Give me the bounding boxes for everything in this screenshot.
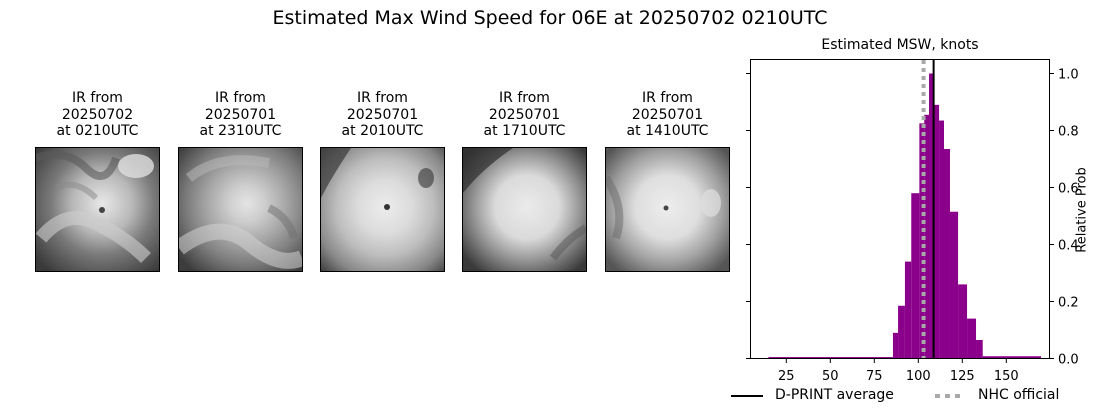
y-tick-label: 0.8 bbox=[1058, 125, 1079, 140]
thumbnail-caption: IR from 20250701 at 1710UTC bbox=[432, 90, 617, 140]
histogram-bar bbox=[982, 356, 1041, 359]
caption-line: IR from bbox=[215, 90, 266, 106]
caption-time: at 2010UTC bbox=[341, 123, 424, 139]
axes-frame bbox=[750, 59, 1050, 359]
chart-title: Estimated MSW, knots bbox=[821, 37, 979, 53]
caption-time: at 1410UTC bbox=[626, 123, 709, 139]
histogram-bar bbox=[929, 73, 934, 359]
histogram-bar bbox=[919, 123, 925, 359]
thumbnail-caption: IR from 20250701 at 2010UTC bbox=[290, 90, 475, 140]
satellite-ir-image-icon bbox=[178, 147, 303, 272]
thumbnail-caption: IR from 20250702 at 0210UTC bbox=[5, 90, 190, 140]
histogram-bar bbox=[939, 120, 944, 359]
legend-nhc-label: NHC official bbox=[978, 387, 1060, 403]
x-tick-label: 75 bbox=[866, 369, 883, 384]
x-tick-label: 150 bbox=[994, 369, 1019, 384]
histogram-bar bbox=[943, 149, 950, 359]
x-tick-label: 50 bbox=[822, 369, 839, 384]
histogram-bar bbox=[976, 339, 983, 359]
histogram-bar bbox=[904, 261, 912, 359]
caption-date: 20250701 bbox=[488, 106, 561, 123]
legend-dprint-label: D-PRINT average bbox=[775, 387, 894, 403]
satellite-ir-image-icon bbox=[462, 147, 587, 272]
caption-time: at 2310UTC bbox=[199, 123, 282, 139]
x-tick-label: 100 bbox=[906, 369, 931, 384]
histogram-bar bbox=[924, 114, 930, 359]
thumbnail-caption: IR from 20250701 at 1410UTC bbox=[575, 90, 760, 140]
histogram-bar bbox=[768, 357, 893, 359]
caption-time: at 0210UTC bbox=[56, 123, 139, 139]
caption-line: IR from bbox=[499, 90, 550, 106]
histogram-bar bbox=[911, 193, 920, 359]
y-tick-label: 0.2 bbox=[1058, 296, 1079, 311]
histogram-bar bbox=[958, 284, 968, 359]
satellite-ir-image-icon bbox=[320, 147, 445, 272]
y-tick-label: 0.0 bbox=[1058, 353, 1079, 368]
y-axis-ticks: 0.0 0.2 0.4 0.6 0.8 1.0 bbox=[746, 68, 1079, 368]
caption-time: at 1710UTC bbox=[483, 123, 566, 139]
y-axis-label: Relative Prob bbox=[1074, 167, 1090, 253]
caption-line: IR from bbox=[72, 90, 123, 106]
histogram-bar bbox=[933, 104, 940, 359]
caption-date: 20250702 bbox=[61, 106, 134, 123]
histogram-bar bbox=[892, 332, 899, 359]
caption-date: 20250701 bbox=[204, 106, 277, 123]
satellite-ir-image-icon bbox=[605, 147, 730, 272]
caption-line: IR from bbox=[357, 90, 408, 106]
histogram-bar bbox=[967, 318, 977, 359]
thumbnail-caption: IR from 20250701 at 2310UTC bbox=[148, 90, 333, 140]
x-tick-label: 125 bbox=[950, 369, 975, 384]
caption-date: 20250701 bbox=[631, 106, 704, 123]
histogram-bar bbox=[949, 211, 959, 359]
y-tick-label: 0.4 bbox=[1058, 239, 1079, 254]
y-tick-label: 1.0 bbox=[1058, 68, 1079, 83]
caption-date: 20250701 bbox=[346, 106, 419, 123]
satellite-ir-image-icon bbox=[35, 147, 160, 272]
caption-line: IR from bbox=[642, 90, 693, 106]
x-tick-label: 25 bbox=[778, 369, 795, 384]
y-tick-label: 0.6 bbox=[1058, 182, 1079, 197]
x-axis-ticks: 25 50 75 100 125 150 bbox=[778, 359, 1019, 384]
figure-title: Estimated Max Wind Speed for 06E at 2025… bbox=[272, 7, 828, 29]
histogram-bars bbox=[768, 73, 1041, 359]
histogram-bar bbox=[898, 305, 905, 359]
